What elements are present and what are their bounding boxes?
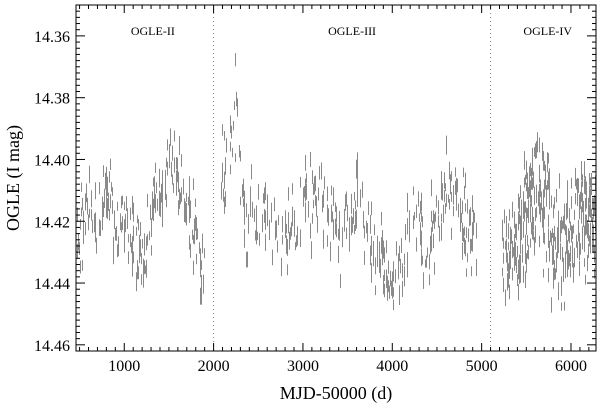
y-tick-label: 14.36 (34, 29, 70, 46)
y-tick-label: 14.40 (34, 152, 70, 169)
x-axis-title: MJD-50000 (d) (280, 383, 393, 404)
axis-ticks (76, 5, 596, 352)
y-tick-label: 14.44 (34, 276, 70, 293)
y-axis-title: OGLE (I mag) (3, 125, 24, 231)
x-tick-label: 2000 (198, 358, 230, 375)
survey-label: OGLE-IV (523, 24, 572, 38)
x-tick-labels: 1000 2000 3000 4000 5000 6000 (108, 358, 587, 375)
x-tick-label: 4000 (376, 358, 408, 375)
x-tick-label: 1000 (108, 358, 140, 375)
y-tick-labels: 14.36 14.38 14.40 14.42 14.44 14.46 (34, 29, 70, 355)
survey-label: OGLE-II (131, 24, 175, 38)
x-tick-label: 5000 (466, 358, 498, 375)
y-tick-label: 14.38 (34, 91, 70, 108)
x-tick-label: 3000 (287, 358, 319, 375)
survey-labels: OGLE-II OGLE-III OGLE-IV (131, 24, 573, 38)
data-points (77, 53, 596, 313)
x-tick-label: 6000 (555, 358, 587, 375)
y-tick-label: 14.42 (34, 214, 70, 231)
survey-label: OGLE-III (328, 24, 376, 38)
y-tick-label: 14.46 (34, 338, 70, 355)
survey-dividers (213, 5, 492, 351)
